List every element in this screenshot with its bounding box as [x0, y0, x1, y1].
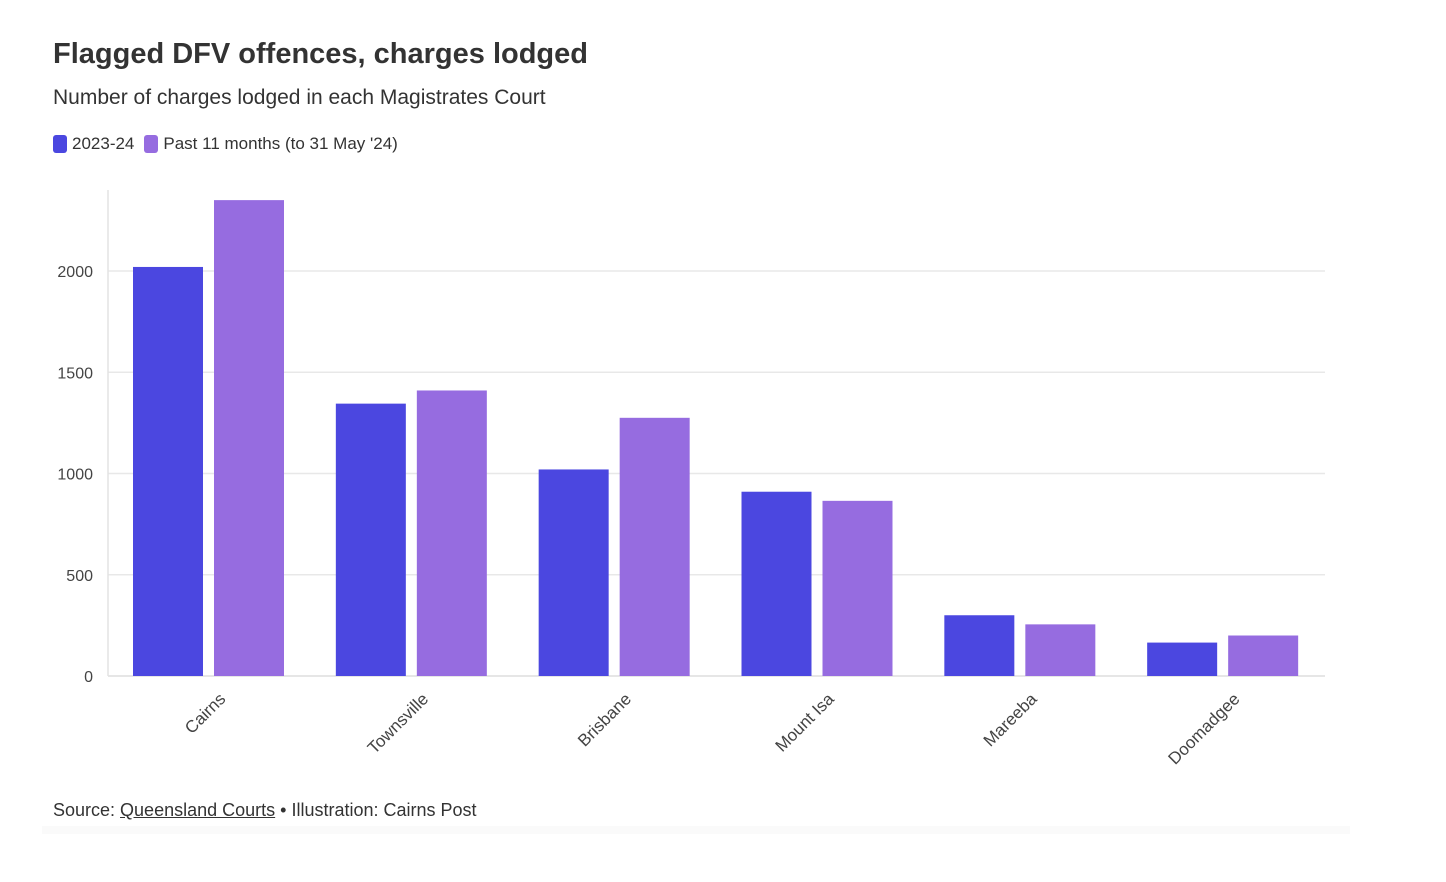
x-tick-label: Townsville: [364, 689, 432, 757]
bar-mareeba-series-1[interactable]: [944, 615, 1015, 676]
x-tick-label: Cairns: [181, 689, 229, 737]
y-tick-label: 1500: [57, 365, 93, 382]
bar-mount-isa-series-1[interactable]: [741, 491, 812, 676]
legend-label-series-2: Past 11 months (to 31 May '24): [163, 134, 398, 153]
source-prefix: Source:: [53, 800, 121, 820]
source-link[interactable]: Queensland Courts: [120, 800, 276, 820]
y-axis-ticks: 0 500 1000 1500 2000: [57, 264, 93, 686]
legend-label-series-1: 2023-24: [72, 134, 135, 153]
y-tick-label: 1000: [57, 467, 93, 484]
bar-cairns-series-2[interactable]: [214, 200, 284, 676]
bar-townsville-series-2[interactable]: [416, 390, 487, 676]
gridlines: [108, 270, 1325, 677]
x-tick-label: Doomadgee: [1165, 689, 1244, 768]
chart-subtitle: Number of charges lodged in each Magistr…: [53, 86, 546, 109]
y-tick-label: 0: [84, 669, 93, 686]
bar-cairns-series-1[interactable]: [133, 266, 203, 676]
x-tick-label: Mareeba: [980, 689, 1041, 750]
bar-mareeba-series-2[interactable]: [1025, 624, 1096, 676]
bar-mount-isa-series-2[interactable]: [822, 500, 893, 676]
y-tick-label: 500: [66, 568, 93, 585]
x-axis-ticks: Cairns Townsville Brisbane Mount Isa Mareeba…: [181, 689, 1243, 768]
bar-doomadgee-series-1[interactable]: [1147, 642, 1218, 676]
bar-brisbane-series-2[interactable]: [619, 417, 690, 676]
bar-brisbane-series-1[interactable]: [538, 469, 609, 676]
chart-footer: Source: Queensland Courts • Illustration…: [53, 800, 477, 821]
y-tick-label: 2000: [57, 264, 93, 281]
legend-swatch-series-2: [144, 135, 159, 153]
bars: [133, 200, 1299, 677]
chart-title: Flagged DFV offences, charges lodged: [53, 38, 588, 70]
illustration-credit: Illustration: Cairns Post: [291, 800, 477, 820]
x-tick-label: Mount Isa: [772, 689, 839, 756]
bar-doomadgee-series-2[interactable]: [1228, 635, 1299, 677]
bar-townsville-series-1[interactable]: [335, 403, 406, 676]
legend-item-series-2[interactable]: Past 11 months (to 31 May '24): [144, 134, 398, 154]
x-tick-label: Brisbane: [574, 689, 635, 750]
footer-separator: •: [275, 800, 292, 820]
footer-divider: [42, 826, 1350, 834]
legend-item-series-1[interactable]: 2023-24: [53, 134, 134, 154]
legend-swatch-series-1: [53, 135, 67, 153]
chart-legend: 2023-24 Past 11 months (to 31 May '24): [53, 134, 408, 154]
